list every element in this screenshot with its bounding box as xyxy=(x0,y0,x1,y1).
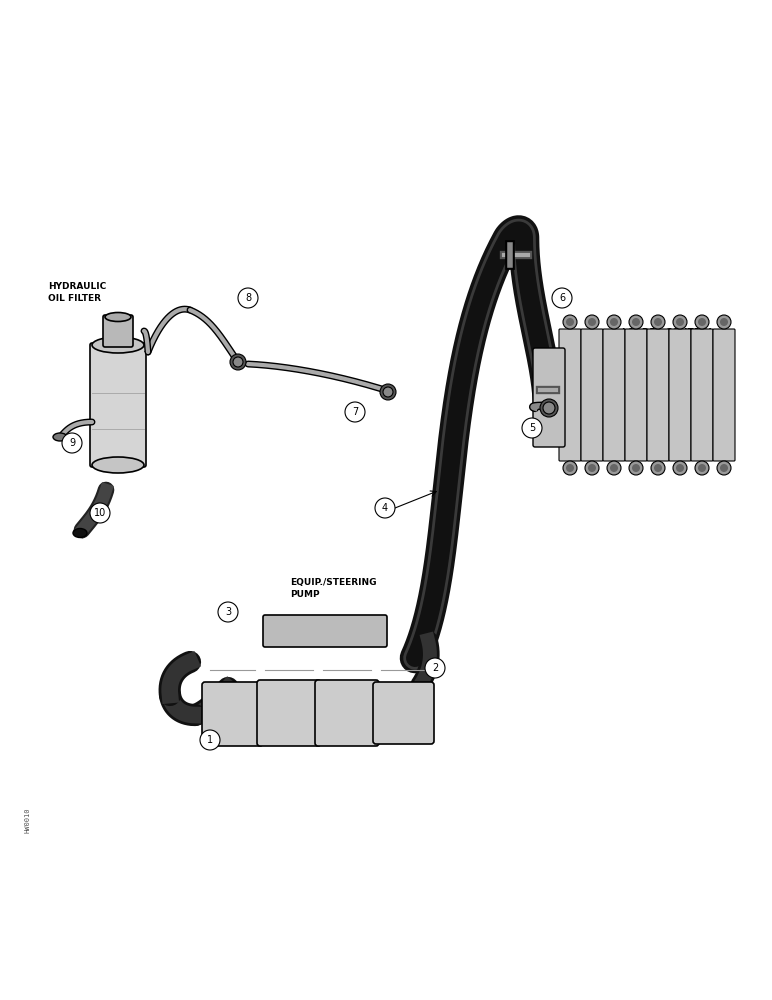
Circle shape xyxy=(200,730,220,750)
Circle shape xyxy=(673,315,687,329)
FancyBboxPatch shape xyxy=(315,680,379,746)
Circle shape xyxy=(375,498,395,518)
Circle shape xyxy=(383,387,393,397)
Circle shape xyxy=(552,288,572,308)
Circle shape xyxy=(543,402,555,414)
Circle shape xyxy=(585,461,599,475)
Circle shape xyxy=(90,503,110,523)
Circle shape xyxy=(632,464,640,472)
FancyBboxPatch shape xyxy=(202,682,263,746)
Text: 4: 4 xyxy=(382,503,388,513)
FancyBboxPatch shape xyxy=(713,329,735,461)
Circle shape xyxy=(233,357,243,367)
Circle shape xyxy=(425,658,445,678)
Circle shape xyxy=(698,318,706,326)
Ellipse shape xyxy=(92,457,144,473)
Text: 5: 5 xyxy=(529,423,535,433)
Circle shape xyxy=(540,399,558,417)
Circle shape xyxy=(522,418,542,438)
Text: HYDRAULIC
OIL FILTER: HYDRAULIC OIL FILTER xyxy=(48,282,107,303)
FancyBboxPatch shape xyxy=(373,682,434,744)
Circle shape xyxy=(218,602,238,622)
Text: HW0010: HW0010 xyxy=(25,807,31,833)
Circle shape xyxy=(632,318,640,326)
Text: 2: 2 xyxy=(432,663,438,673)
FancyBboxPatch shape xyxy=(90,343,146,467)
Circle shape xyxy=(676,464,684,472)
Ellipse shape xyxy=(105,312,131,322)
Text: 1: 1 xyxy=(207,735,213,745)
Circle shape xyxy=(717,461,731,475)
Circle shape xyxy=(588,318,596,326)
Circle shape xyxy=(651,461,665,475)
FancyBboxPatch shape xyxy=(669,329,691,461)
Circle shape xyxy=(610,318,618,326)
Text: LOADER CONTROL
VALVE: LOADER CONTROL VALVE xyxy=(622,328,714,349)
Circle shape xyxy=(720,464,728,472)
Text: EQUIP./STEERING
PUMP: EQUIP./STEERING PUMP xyxy=(290,578,377,599)
Circle shape xyxy=(607,461,621,475)
Circle shape xyxy=(345,402,365,422)
Text: 7: 7 xyxy=(352,407,358,417)
Circle shape xyxy=(62,433,82,453)
FancyBboxPatch shape xyxy=(603,329,625,461)
Circle shape xyxy=(585,315,599,329)
FancyBboxPatch shape xyxy=(625,329,647,461)
Circle shape xyxy=(654,318,662,326)
Circle shape xyxy=(629,461,643,475)
FancyBboxPatch shape xyxy=(581,329,603,461)
Circle shape xyxy=(563,315,577,329)
Text: 3: 3 xyxy=(225,607,231,617)
FancyBboxPatch shape xyxy=(691,329,713,461)
Text: 10: 10 xyxy=(94,508,106,518)
Circle shape xyxy=(695,315,709,329)
Circle shape xyxy=(629,315,643,329)
FancyBboxPatch shape xyxy=(647,329,669,461)
Circle shape xyxy=(566,318,574,326)
Circle shape xyxy=(607,315,621,329)
Text: 9: 9 xyxy=(69,438,75,448)
Circle shape xyxy=(588,464,596,472)
Circle shape xyxy=(717,315,731,329)
Circle shape xyxy=(651,315,665,329)
FancyBboxPatch shape xyxy=(559,329,581,461)
Circle shape xyxy=(230,354,246,370)
Circle shape xyxy=(563,461,577,475)
Text: 8: 8 xyxy=(245,293,251,303)
Circle shape xyxy=(695,461,709,475)
Circle shape xyxy=(238,288,258,308)
Circle shape xyxy=(566,464,574,472)
Circle shape xyxy=(676,318,684,326)
Circle shape xyxy=(720,318,728,326)
Circle shape xyxy=(673,461,687,475)
Ellipse shape xyxy=(53,433,67,441)
Ellipse shape xyxy=(92,337,144,353)
Circle shape xyxy=(698,464,706,472)
FancyBboxPatch shape xyxy=(263,615,387,647)
Ellipse shape xyxy=(73,528,87,538)
FancyBboxPatch shape xyxy=(257,680,321,746)
FancyBboxPatch shape xyxy=(533,348,565,447)
Text: 6: 6 xyxy=(559,293,565,303)
Circle shape xyxy=(654,464,662,472)
FancyBboxPatch shape xyxy=(103,315,133,347)
Circle shape xyxy=(380,384,396,400)
Circle shape xyxy=(610,464,618,472)
